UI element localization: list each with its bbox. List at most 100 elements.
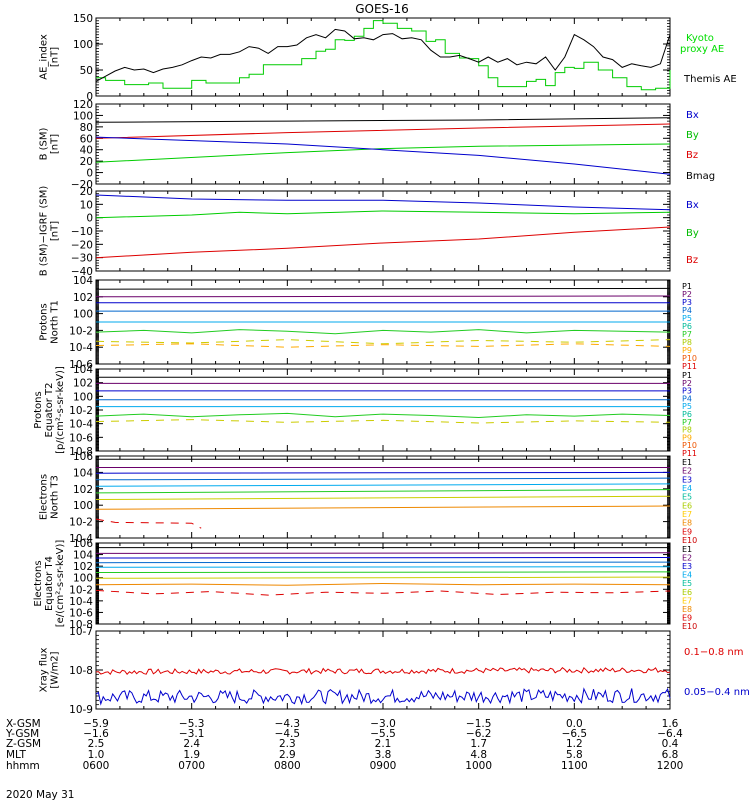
series-line-0-1-0-8-nm xyxy=(95,666,671,676)
y-tick-label: 10 xyxy=(80,199,93,211)
y-tick-label: 106 xyxy=(73,538,93,550)
y-tick-label: 104 xyxy=(73,275,93,287)
series-line-e8 xyxy=(95,505,671,510)
legend-entry: E8 xyxy=(682,519,692,528)
legend-entry: P3 xyxy=(682,298,692,307)
y-tick-label: 10-8 xyxy=(69,619,93,631)
legend-entry: E9 xyxy=(682,527,692,536)
y-tick-label: 10-6 xyxy=(69,432,93,444)
y-tick-label: 10-2 xyxy=(69,325,93,337)
y-axis-label: Protons xyxy=(33,391,44,428)
legend-entry: E6 xyxy=(682,501,692,510)
legend-entry: P3 xyxy=(682,387,692,396)
y-tick-label: 10-2 xyxy=(69,517,93,529)
series-line-kyoto-proxy-ae xyxy=(96,20,671,91)
x-axis-value: 0600 xyxy=(83,760,110,772)
y-tick-label: 102 xyxy=(73,484,93,496)
y-tick-label: 40 xyxy=(80,145,93,157)
legend-entry: P5 xyxy=(682,314,692,323)
x-axis-row-label: Z-GSM xyxy=(6,738,41,750)
x-axis-value: 0.4 xyxy=(662,738,679,750)
series-line-p6 xyxy=(95,412,671,419)
y-axis-label: B (SM)−IGRF (SM) xyxy=(39,186,50,277)
legend-entry: P2 xyxy=(682,290,692,299)
legend-entry: P6 xyxy=(682,410,692,419)
legend-entry: By xyxy=(686,228,699,239)
legend-entry: E10 xyxy=(682,622,697,631)
x-axis-value: 5.8 xyxy=(566,749,583,761)
x-axis-value: 1.0 xyxy=(88,749,105,761)
y-tick-label: 10-2 xyxy=(69,405,93,417)
series-line-e3 xyxy=(95,557,671,559)
y-axis-label: Protons xyxy=(39,303,50,340)
series-line-e5 xyxy=(95,566,671,568)
legend-entry: Kyoto xyxy=(686,33,714,44)
y-tick-label: 0 xyxy=(86,168,93,180)
x-axis-value: −5.3 xyxy=(179,718,205,730)
series-line-p2 xyxy=(95,295,671,298)
legend-entry: E5 xyxy=(682,579,692,588)
legend-entry: E7 xyxy=(682,510,692,519)
legend-entry: P6 xyxy=(682,322,692,331)
panel-xray: 10-9 10-8 10-7 Xray flux [W/m2] 0.1−0.8 nm 0.0… xyxy=(39,626,750,716)
legend-entry: 0.1−0.8 nm xyxy=(684,647,743,658)
y-axis-label: Xray flux xyxy=(39,648,50,693)
y-tick-label: 150 xyxy=(73,13,93,25)
y-axis-label: [nT] xyxy=(50,134,61,154)
series-line-e2 xyxy=(95,552,671,554)
x-axis-value: 1200 xyxy=(657,760,684,772)
y-tick-label: 100 xyxy=(73,573,93,585)
legend-entry: P5 xyxy=(682,402,692,411)
y-tick-label: −10 xyxy=(71,226,93,238)
y-tick-label: 10-6 xyxy=(69,359,93,371)
series-line-p9 xyxy=(95,343,671,348)
y-axis-label: B (SM) xyxy=(39,127,50,160)
series-line-e8 xyxy=(95,582,671,586)
y-tick-label: 100 xyxy=(73,309,93,321)
y-axis-label: [p/(cm²-s-sr-keV)] xyxy=(55,366,66,454)
y-tick-label: 10-4 xyxy=(69,596,93,608)
legend-entry: P4 xyxy=(682,306,692,315)
panel-frame xyxy=(95,630,671,710)
chart-title: GOES-16 xyxy=(355,2,409,16)
y-tick-label: 104 xyxy=(73,467,93,479)
legend-entry: P8 xyxy=(682,426,692,435)
y-axis-label: [e/(cm²-s-sr-keV)] xyxy=(55,540,66,628)
series-line-e5 xyxy=(95,483,671,487)
series-line-themis-ae xyxy=(95,28,671,82)
series-line-e3 xyxy=(95,471,671,474)
x-axis-value: 2.5 xyxy=(88,738,105,750)
legend-entry: By xyxy=(686,130,699,141)
y-tick-label: 10-9 xyxy=(69,704,93,716)
y-tick-label: 10-7 xyxy=(69,626,93,638)
x-axis-value: −3.0 xyxy=(370,718,396,730)
x-axis-value: 1000 xyxy=(465,760,492,772)
series-line-e7 xyxy=(95,495,671,500)
legend-entry: E5 xyxy=(682,493,692,502)
y-tick-label: 104 xyxy=(73,364,93,376)
legend-entry: Bz xyxy=(686,255,698,266)
legend-entry: E10 xyxy=(682,536,697,545)
series-line-bx xyxy=(95,136,671,175)
y-axis-label: Equator T2 xyxy=(44,383,55,438)
legend-entry: P2 xyxy=(682,379,692,388)
x-axis-value: 0.0 xyxy=(566,718,583,730)
y-tick-label: 100 xyxy=(73,39,93,51)
x-axis-value: −4.3 xyxy=(275,718,301,730)
panel-p_t1: 10-6 10-4 10-2 100 102 104 Protons North T1 P1P2… xyxy=(39,275,698,371)
legend-entry: E7 xyxy=(682,596,692,605)
y-tick-label: −20 xyxy=(71,179,93,191)
x-axis-value: 1.9 xyxy=(183,749,200,761)
legend-entry: E2 xyxy=(682,554,692,563)
legend-entry: proxy AE xyxy=(680,44,724,55)
panel-frame xyxy=(95,368,671,452)
legend-entry: E3 xyxy=(682,475,692,484)
legend-entry: P9 xyxy=(682,346,692,355)
y-tick-label: 106 xyxy=(73,451,93,463)
x-axis-value: 2.1 xyxy=(375,738,392,750)
